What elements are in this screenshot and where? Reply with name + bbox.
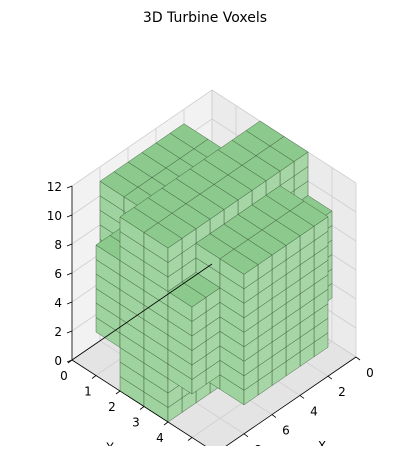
x-tick — [243, 433, 249, 438]
axis-line-z — [71, 263, 213, 361]
z-tick-label: 2 — [54, 325, 62, 339]
y-tick-label: 3 — [132, 416, 140, 430]
x-axis-label: X — [318, 439, 326, 446]
x-tick-label: 4 — [310, 404, 318, 418]
z-tick — [66, 330, 73, 334]
x-tick-label: 0 — [366, 366, 374, 380]
voxel-face — [219, 248, 259, 275]
z-tick-label: 0 — [54, 354, 62, 368]
z-tick-label: 8 — [54, 238, 62, 252]
z-tick-label: 10 — [47, 209, 62, 223]
z-tick — [66, 214, 73, 218]
y-axis-label: Y — [105, 441, 114, 447]
z-tick — [66, 272, 73, 276]
voxel-face — [167, 281, 207, 308]
axis-line-x — [219, 356, 357, 450]
y-tick-label: 1 — [84, 385, 92, 399]
x-tick — [271, 414, 277, 418]
y-tick — [115, 390, 121, 395]
z-tick-label: 12 — [47, 180, 62, 194]
z-tick-label: 4 — [54, 296, 62, 310]
y-tick — [163, 421, 169, 426]
y-tick-label: 2 — [108, 400, 116, 414]
x-tick — [355, 356, 361, 361]
z-tick-label: 6 — [54, 267, 62, 281]
chart-title: 3D Turbine Voxels — [143, 10, 267, 26]
y-tick — [139, 406, 145, 410]
x-tick-label: 6 — [282, 424, 290, 438]
x-tick — [327, 375, 333, 380]
tick-group: 02468101201234560246810 — [47, 180, 374, 450]
y-tick — [91, 375, 97, 379]
voxel-face — [143, 222, 183, 249]
x-tick-label: 2 — [338, 385, 346, 399]
x-tick — [299, 395, 305, 399]
y-tick-label: 0 — [60, 369, 68, 383]
voxel-group — [95, 120, 333, 423]
y-tick — [67, 359, 73, 364]
z-tick — [66, 185, 73, 189]
y-tick — [187, 437, 193, 441]
z-tick — [66, 301, 73, 305]
z-tick — [66, 243, 73, 247]
y-tick-label: 4 — [156, 431, 164, 445]
